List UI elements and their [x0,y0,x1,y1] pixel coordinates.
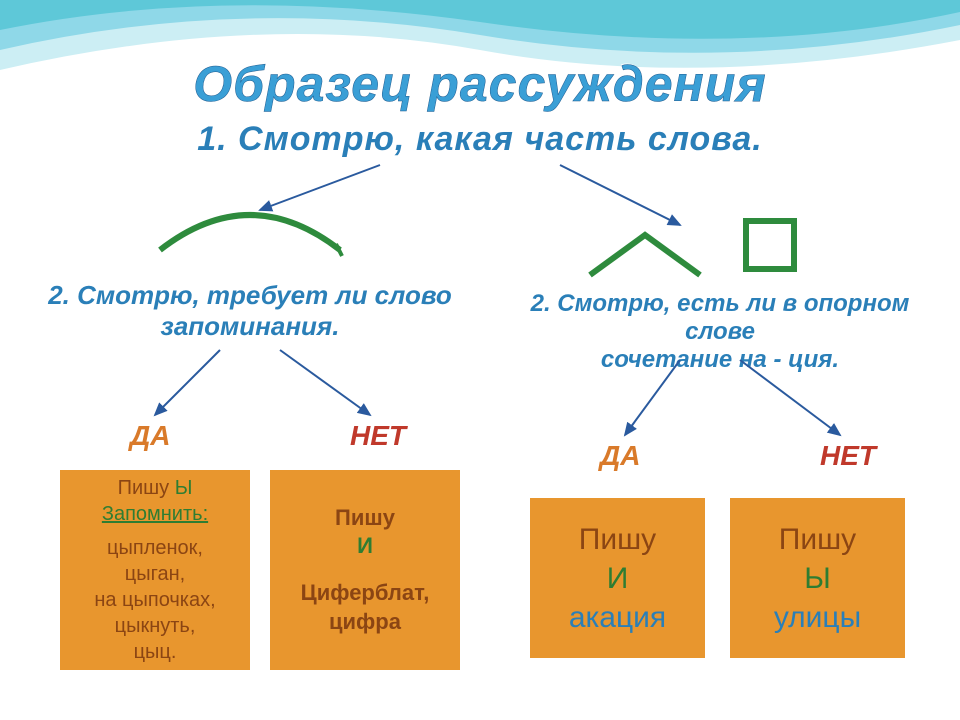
left-box-2: Пишу И Циферблат, цифра [270,470,460,670]
left-net-label: НЕТ [350,420,406,452]
right-subtitle: 2. Смотрю, есть ли в опорном слове сочет… [500,290,940,374]
left-da-label: ДА [130,420,170,452]
left-box-1: Пишу Ы Запомнить: цыпленок, цыган, на цы… [60,470,250,670]
left-subtitle: 2. Смотрю, требует ли слово запоминания. [40,280,460,342]
step1-title: 1. Смотрю, какая часть слова. [0,120,960,159]
ending-square-icon [740,215,805,275]
root-roof-icon [580,225,710,280]
right-net-label: НЕТ [820,440,876,472]
right-da-label: ДА [600,440,640,472]
right-box-1: Пишу И акация [530,498,705,658]
prefix-arc-icon [150,200,350,260]
right-box-2: Пишу Ы улицы [730,498,905,658]
main-title: Образец рассуждения [0,55,960,113]
